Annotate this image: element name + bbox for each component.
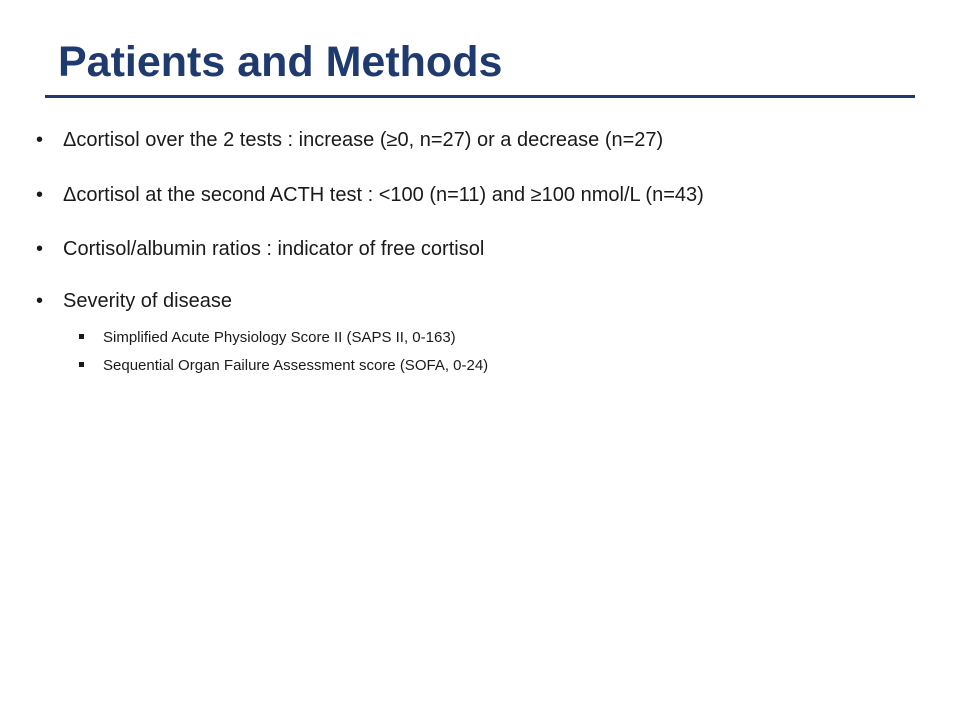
sub-bullet-item: Sequential Organ Failure Assessment scor… [79,356,488,376]
slide-title: Patients and Methods [58,38,503,86]
sub-bullet-text: Sequential Organ Failure Assessment scor… [103,357,489,374]
bullet-marker: • [36,129,44,151]
bullet-text: Δcortisol over the 2 tests : increase (≥… [63,129,664,151]
square-bullet-icon [79,333,84,339]
bullet-item: • Cortisol/albumin ratios : indicator of … [36,237,484,261]
bullet-text: Cortisol/albumin ratios : indicator of f… [63,238,485,260]
bullet-item: • Severity of disease [36,289,232,313]
bullet-text: Δcortisol at the second ACTH test : <100… [63,184,704,206]
bullet-marker: • [36,184,44,206]
sub-bullet-item: Simplified Acute Physiology Score II (SA… [79,328,456,348]
bullet-text: Severity of disease [63,290,232,312]
bullet-marker: • [36,290,44,312]
bullet-item: • Δcortisol over the 2 tests : increase (… [36,128,663,152]
title-divider [45,95,915,98]
bullet-marker: • [36,238,44,260]
sub-bullet-text: Simplified Acute Physiology Score II (SA… [103,329,456,346]
bullet-item: • Δcortisol at the second ACTH test : <10… [36,183,704,207]
square-bullet-icon [79,361,84,367]
